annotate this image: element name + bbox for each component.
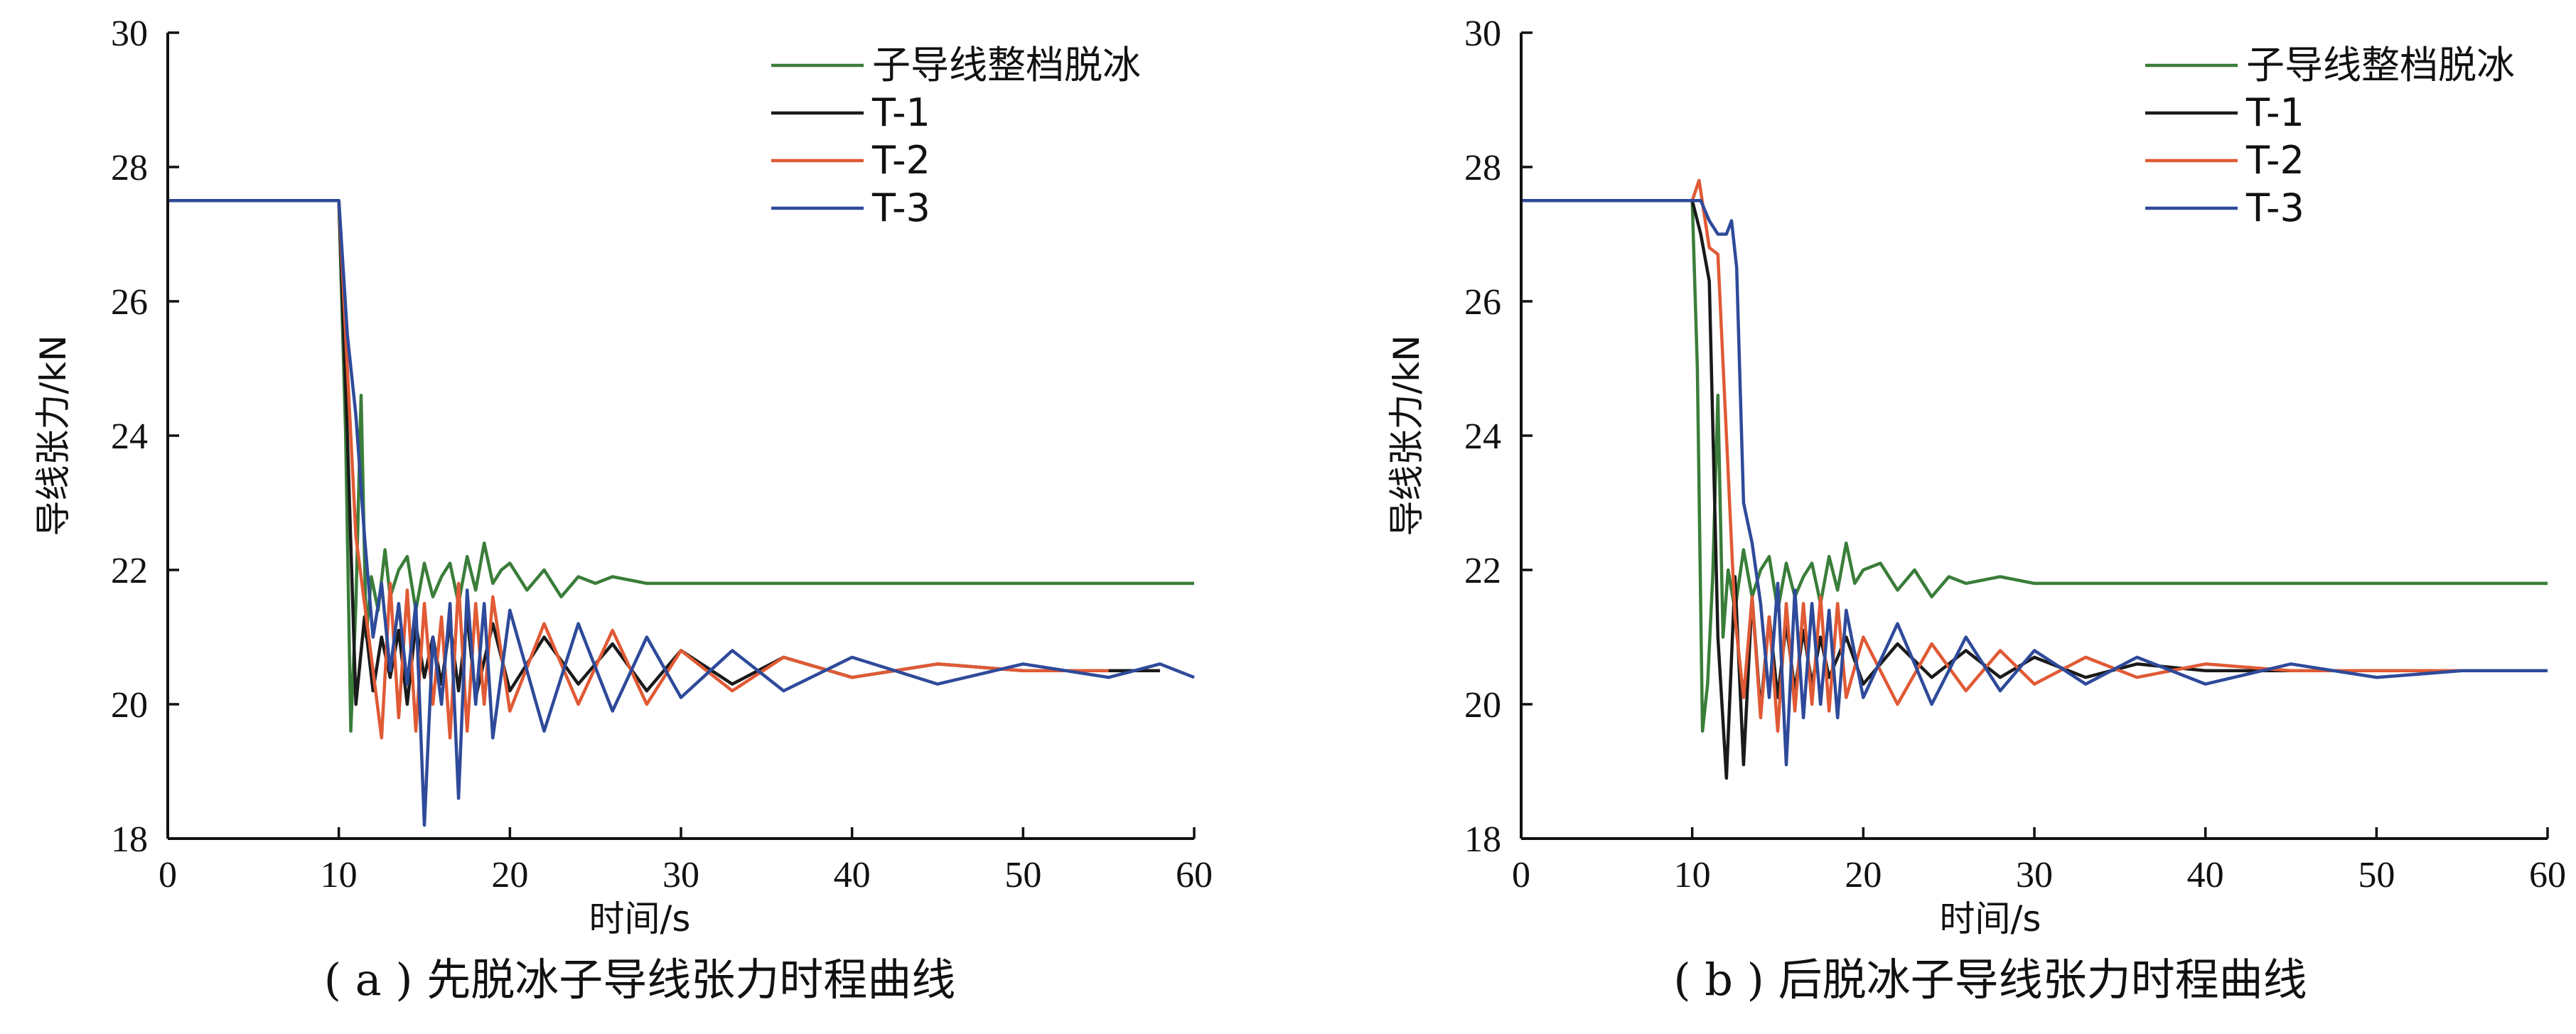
y-tick-label: 18	[1464, 819, 1501, 860]
y-tick-label: 24	[111, 416, 148, 457]
series-line-2	[1521, 199, 2513, 780]
x-tick-label: 30	[2016, 855, 2053, 895]
x-tick-label: 10	[321, 855, 358, 895]
y-tick-label: 24	[1464, 416, 1501, 457]
x-tick-label: 60	[1176, 855, 1213, 895]
y-tick-label: 22	[111, 551, 148, 591]
x-axis-title: 时间/s	[589, 898, 691, 939]
y-tick-label: 20	[111, 685, 148, 726]
y-tick-label: 30	[1464, 14, 1501, 54]
y-axis-title: 导线张力/kN	[1386, 335, 1427, 536]
legend-label: T-2	[871, 138, 930, 183]
legend-label: 子导线整档脱冰	[872, 43, 1141, 87]
series-line-1	[168, 199, 1194, 733]
x-tick-label: 0	[159, 855, 177, 895]
y-tick-label: 18	[111, 819, 148, 860]
y-axis-title: 导线张力/kN	[33, 335, 74, 536]
x-tick-label: 40	[2187, 855, 2224, 895]
series-line-4	[168, 199, 1195, 827]
legend-label: T-3	[871, 185, 930, 230]
x-tick-label: 60	[2529, 855, 2566, 895]
chart-panel-a: 0 10 20 30 40 50 6018202224262830时间/s导线张力/kN子导…	[33, 14, 1213, 1006]
legend-label: T-1	[2245, 90, 2304, 135]
series-line-2	[168, 199, 1160, 706]
x-tick-label: 30	[662, 855, 699, 895]
series-line-4	[1521, 199, 2548, 767]
x-tick-label: 10	[1674, 855, 1711, 895]
x-tick-label: 40	[834, 855, 871, 895]
legend-label: T-3	[2245, 185, 2304, 230]
x-axis-title: 时间/s	[1940, 898, 2041, 939]
legend-label: 子导线整档脱冰	[2246, 43, 2515, 87]
y-tick-label: 30	[111, 14, 148, 54]
y-tick-label: 22	[1464, 551, 1501, 591]
chart-panel-b: 0 10 20 30 40 50 6018202224262830时间/s导线张力/kN子导…	[1386, 14, 2566, 1006]
y-tick-label: 26	[111, 282, 148, 323]
chart-caption: ( b ) 后脱冰子导线张力时程曲线	[1673, 954, 2307, 1006]
x-tick-label: 0	[1512, 855, 1530, 895]
x-tick-label: 50	[2358, 855, 2395, 895]
y-tick-label: 20	[1464, 685, 1501, 726]
x-tick-label: 20	[491, 855, 528, 895]
legend-label: T-2	[2245, 138, 2304, 183]
y-tick-label: 26	[1464, 282, 1501, 323]
y-tick-label: 28	[111, 148, 148, 188]
x-tick-label: 20	[1845, 855, 1882, 895]
x-tick-label: 50	[1004, 855, 1041, 895]
legend-label: T-1	[871, 90, 930, 135]
y-tick-label: 28	[1464, 148, 1501, 188]
chart-caption: ( a ) 先脱冰子导线张力时程曲线	[324, 954, 955, 1006]
series-line-3	[1521, 178, 2462, 733]
